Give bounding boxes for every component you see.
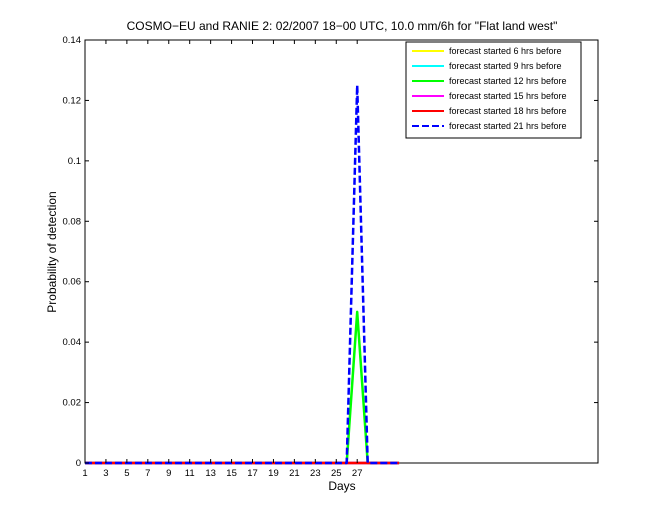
y-tick-label: 0.06 (63, 277, 82, 288)
y-tick-label: 0.1 (68, 156, 81, 167)
legend-label-2: forecast started 9 hrs before (449, 61, 562, 71)
legend-label-1: forecast started 6 hrs before (449, 46, 562, 56)
x-tick-label: 13 (205, 468, 216, 479)
legend-box (405, 41, 582, 139)
series-line-6 (85, 84, 400, 465)
x-tick-label: 1 (82, 468, 87, 479)
legend-label-6: forecast started 21 hrs before (449, 121, 567, 131)
legend-label-4: forecast started 15 hrs before (449, 91, 567, 101)
y-tick-label: 0 (76, 458, 81, 469)
x-tick-label: 5 (124, 468, 129, 479)
x-tick-label: 9 (166, 468, 171, 479)
x-tick-label: 3 (103, 468, 108, 479)
legend: forecast started 6 hrs before forecast st… (405, 41, 582, 139)
x-tick-label: 27 (352, 468, 363, 479)
x-tick-label: 7 (145, 468, 150, 479)
x-axis: 1 3 5 7 9 11 13 15 17 19 21 23 25 27 (82, 40, 362, 479)
y-axis-label: Probability of detection (45, 191, 59, 312)
x-tick-label: 23 (310, 468, 321, 479)
y-tick-label: 0.08 (63, 216, 82, 227)
x-tick-label: 11 (185, 468, 195, 479)
y-tick-label: 0.14 (63, 35, 82, 46)
legend-label-3: forecast started 12 hrs before (449, 76, 567, 86)
y-tick-label: 0.12 (63, 95, 82, 106)
x-axis-label: Days (328, 479, 355, 493)
x-tick-label: 17 (247, 468, 258, 479)
x-tick-label: 19 (268, 468, 279, 479)
y-tick-label: 0.02 (63, 398, 82, 409)
y-tick-label: 0.04 (63, 337, 82, 348)
y-axis: 0 0.02 0.04 0.06 0.08 0.1 0.12 0.14 (63, 35, 598, 469)
legend-label-5: forecast started 18 hrs before (449, 106, 567, 116)
x-tick-label: 25 (331, 468, 342, 479)
chart-title: COSMO−EU and RANIE 2: 02/2007 18−00 UTC,… (127, 19, 558, 33)
x-tick-label: 15 (226, 468, 237, 479)
x-tick-label: 21 (289, 468, 300, 479)
